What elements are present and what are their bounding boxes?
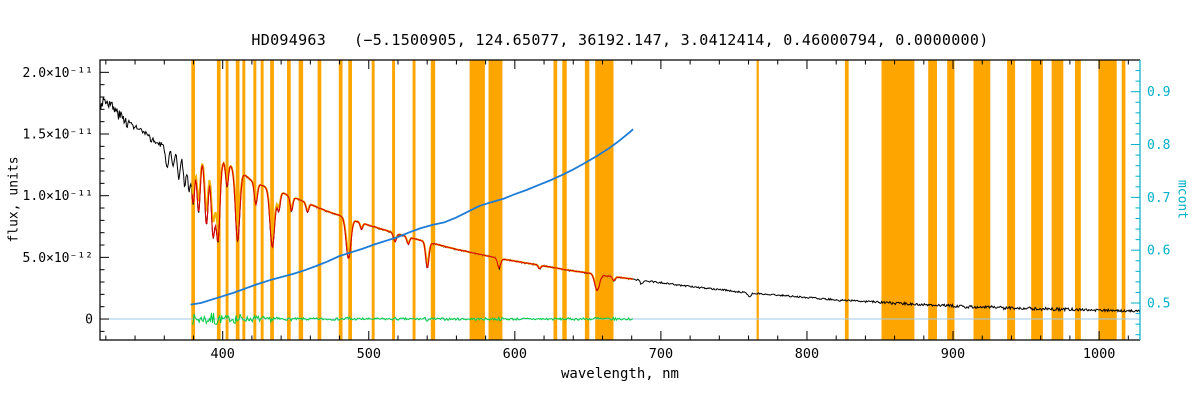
svg-text:400: 400 — [211, 346, 235, 362]
masked-bands — [191, 60, 1126, 340]
x-axis-label: wavelength, nm — [560, 366, 679, 382]
svg-text:0.9: 0.9 — [1147, 85, 1170, 100]
svg-text:2.0×10⁻¹¹: 2.0×10⁻¹¹ — [23, 66, 93, 81]
svg-text:1.5×10⁻¹¹: 1.5×10⁻¹¹ — [23, 128, 93, 143]
chart-title: HD094963 (−5.1500905, 124.65077, 36192.1… — [251, 31, 989, 49]
fit-series — [191, 161, 634, 292]
series-layer — [100, 97, 1140, 326]
svg-text:0.7: 0.7 — [1147, 191, 1170, 206]
svg-text:700: 700 — [649, 346, 673, 362]
residual-series — [191, 312, 634, 326]
svg-text:0.8: 0.8 — [1147, 138, 1170, 153]
plot-frame — [99, 59, 1141, 341]
y-axis-right-label: mcont — [1174, 179, 1190, 220]
svg-text:0.6: 0.6 — [1147, 244, 1170, 259]
svg-text:900: 900 — [941, 346, 965, 362]
svg-text:0.5: 0.5 — [1147, 297, 1170, 312]
right-tick-labels: 0.5 0.6 0.7 0.8 0.9 — [1147, 85, 1170, 311]
mcont-series — [190, 128, 634, 306]
svg-text:5.0×10⁻¹²: 5.0×10⁻¹² — [23, 251, 93, 266]
svg-text:500: 500 — [357, 346, 381, 362]
y-axis-left-label: flux, units — [6, 156, 22, 243]
svg-text:1.0×10⁻¹¹: 1.0×10⁻¹¹ — [23, 189, 93, 204]
svg-text:0: 0 — [85, 313, 93, 328]
svg-text:600: 600 — [503, 346, 527, 362]
axis-ticks — [100, 60, 1140, 340]
left-tick-labels: 0 5.0×10⁻¹² 1.0×10⁻¹¹ 1.5×10⁻¹¹ 2.0×10⁻¹¹ — [23, 66, 93, 328]
svg-text:1000: 1000 — [1083, 346, 1116, 362]
x-tick-labels: 400 500 600 700 800 900 1000 — [211, 346, 1116, 362]
svg-text:800: 800 — [795, 346, 819, 362]
